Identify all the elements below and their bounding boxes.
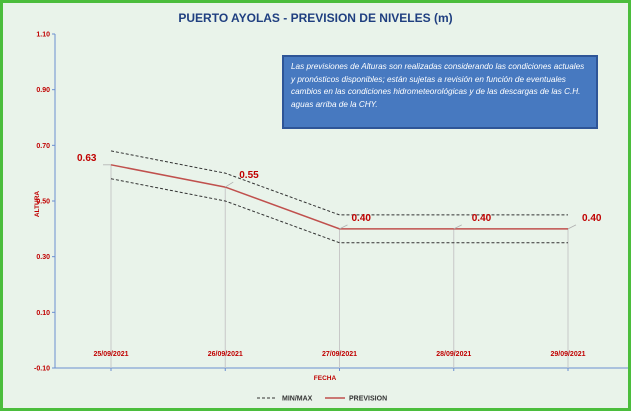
- data-label-leader: [225, 181, 234, 188]
- data-label-leader: [567, 224, 577, 230]
- data-label-leader: [339, 224, 348, 230]
- x-axis-title: FECHA: [314, 375, 337, 382]
- forecast-note: Las previsiones de Alturas son realizada…: [282, 55, 598, 129]
- y-tick-label: 0.90: [36, 87, 50, 94]
- chart-title: PUERTO AYOLAS - PREVISION DE NIVELES (m): [178, 11, 453, 25]
- x-tick-label: 29/09/2021: [550, 351, 585, 358]
- data-label: 0.40: [472, 213, 492, 224]
- legend-prevision-label: PREVISION: [349, 396, 387, 403]
- legend-minmax-label: MIN/MAX: [282, 396, 313, 403]
- y-tick-label: 0.30: [36, 254, 50, 261]
- y-tick-label: -0.10: [34, 366, 50, 373]
- data-label: 0.40: [582, 213, 602, 224]
- data-label: 0.55: [239, 170, 259, 181]
- x-tick-label: 27/09/2021: [322, 351, 357, 358]
- y-tick-label: 0.10: [36, 310, 50, 317]
- data-label: 0.63: [77, 153, 97, 164]
- y-tick-label: 0.70: [36, 143, 50, 150]
- x-tick-label: 28/09/2021: [436, 351, 471, 358]
- y-tick-label: 1.10: [36, 32, 50, 39]
- min-envelope-line: [110, 178, 568, 244]
- y-tick-label: 0.50: [36, 199, 50, 206]
- y-axis-title: ALTURA: [34, 191, 41, 218]
- x-tick-label: 26/09/2021: [208, 351, 243, 358]
- data-label-leader: [453, 224, 462, 230]
- max-envelope-line: [110, 150, 568, 216]
- data-label: 0.40: [352, 213, 372, 224]
- x-tick-label: 25/09/2021: [93, 351, 128, 358]
